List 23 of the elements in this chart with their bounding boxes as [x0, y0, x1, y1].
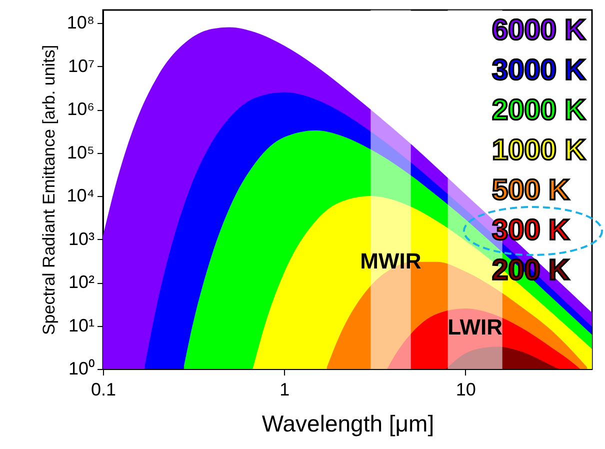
x-tick-label: 1 — [280, 380, 290, 400]
text: 3000 K — [492, 54, 586, 86]
text: 200 K — [492, 254, 570, 286]
x-tick-label: 0.1 — [90, 380, 116, 400]
band-label: LWIR — [448, 314, 503, 340]
y-tick-label: 10⁰ — [68, 358, 94, 378]
text: 2000 K — [492, 94, 586, 126]
y-tick-label: 10⁵ — [67, 142, 94, 162]
y-tick-label: 10⁸ — [66, 12, 94, 33]
y-tick-label: 10⁶ — [67, 99, 94, 120]
y-tick-label: 10¹ — [68, 315, 95, 336]
text: 1000 K — [492, 134, 586, 166]
y-axis-title: Spectral Radiant Emittance [arb. units] — [40, 44, 59, 336]
text: 6000 K — [492, 14, 586, 46]
y-tick-label: 10⁴ — [66, 186, 94, 206]
y-tick-label: 10³ — [68, 228, 95, 249]
y-tick-label: 10² — [68, 272, 95, 292]
x-axis-title: Wavelength [μm] — [262, 410, 434, 436]
y-tick-label: 10⁷ — [68, 56, 94, 76]
band-label: MWIR — [360, 248, 422, 274]
x-tick-label: 10 — [456, 380, 476, 400]
text: 500 K — [492, 174, 570, 206]
text: 300 K — [492, 214, 570, 246]
